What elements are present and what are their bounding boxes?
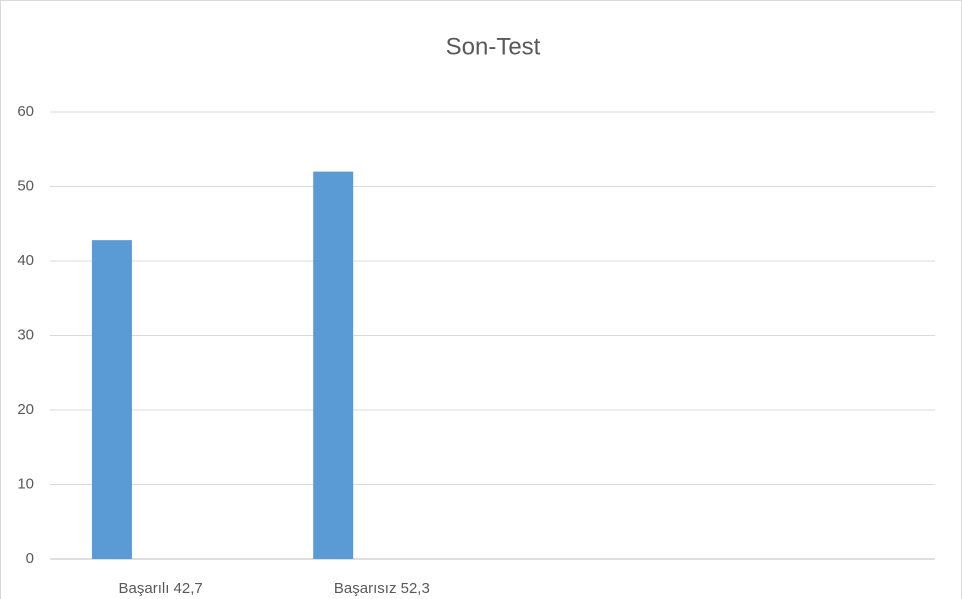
y-tick-label: 60 <box>17 103 34 120</box>
x-tick-label: Başarılı 42,7 <box>119 580 203 597</box>
y-tick-label: 30 <box>17 326 34 343</box>
bar <box>313 171 354 559</box>
y-tick-label: 0 <box>26 550 34 567</box>
y-tick-label: 20 <box>17 401 34 418</box>
y-tick-label: 50 <box>17 177 34 194</box>
y-tick-label: 10 <box>17 475 34 492</box>
x-tick-label: Başarısız 52,3 <box>334 580 430 597</box>
chart-title: Son-Test <box>446 33 541 60</box>
y-tick-label: 40 <box>17 252 34 269</box>
bar <box>91 240 132 559</box>
